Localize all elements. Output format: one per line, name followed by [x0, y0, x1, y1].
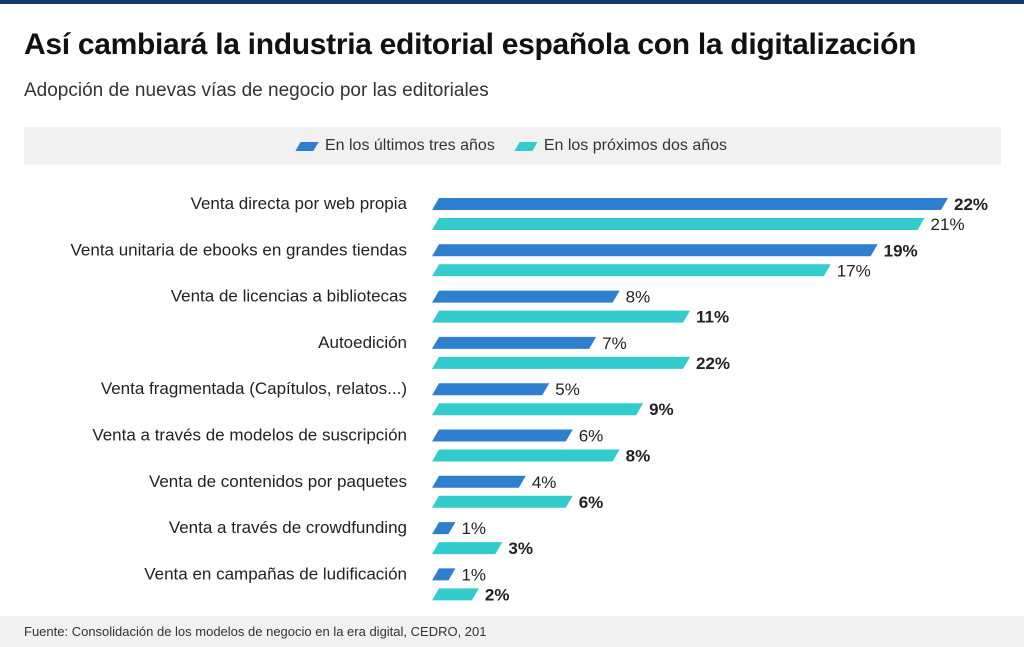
bar-future — [432, 218, 925, 230]
category-label: Venta unitaria de ebooks en grandes tien… — [71, 240, 407, 259]
value-label: 9% — [649, 400, 674, 419]
bar-future — [432, 588, 479, 601]
bar-past — [432, 522, 456, 535]
value-label: 21% — [931, 215, 965, 234]
value-label: 5% — [555, 380, 580, 399]
bar-future — [432, 356, 690, 369]
value-label: 11% — [696, 308, 729, 327]
value-label: 6% — [579, 493, 604, 512]
bar-future — [432, 264, 831, 277]
chart-title: Así cambiará la industria editorial espa… — [24, 28, 917, 61]
bar-future — [432, 449, 620, 462]
bar-past — [432, 336, 597, 349]
value-label: 2% — [485, 585, 510, 604]
bar-chart: Venta directa por web propia 22%21%Venta … — [71, 194, 989, 604]
category-label: Venta fragmentada (Capítulos, relatos...… — [101, 379, 407, 398]
bar-past — [432, 383, 550, 396]
category-label: Venta directa por web propia — [191, 194, 408, 213]
value-label: 1% — [461, 519, 486, 538]
bar-future — [432, 403, 644, 416]
value-label: 17% — [837, 261, 871, 280]
bar-future — [432, 495, 573, 508]
value-label: 19% — [884, 241, 918, 260]
category-label: Autoedición — [318, 333, 407, 352]
source-band: Fuente: Consolidación de los modelos de … — [0, 616, 1024, 647]
bar-future — [432, 542, 503, 555]
value-label: 8% — [626, 288, 651, 307]
value-label: 7% — [602, 334, 627, 353]
source-note: Fuente: Consolidación de los modelos de … — [24, 624, 487, 639]
category-label: Venta de contenidos por paquetes — [149, 472, 407, 491]
category-label: Venta a través de modelos de suscripción — [92, 426, 407, 445]
legend-item-future: En los próximos dos años — [514, 137, 728, 155]
category-label: Venta de licencias a bibliotecas — [171, 287, 407, 306]
value-label: 3% — [508, 539, 533, 558]
value-label: 8% — [626, 447, 651, 466]
value-label: 6% — [579, 427, 604, 446]
bar-past — [432, 568, 456, 581]
bar-past — [432, 198, 948, 210]
legend-label-past: En los últimos tres años — [324, 137, 495, 154]
category-label: Venta a través de crowdfunding — [169, 518, 407, 537]
top-accent-bar — [0, 0, 1024, 4]
bar-past — [432, 475, 526, 488]
bar-past — [432, 429, 573, 442]
bar-future — [432, 310, 690, 323]
value-label: 22% — [696, 354, 730, 373]
bar-past — [432, 244, 878, 257]
bar-past — [432, 290, 620, 303]
value-label: 4% — [532, 473, 557, 492]
category-label: Venta en campañas de ludificación — [144, 564, 407, 583]
legend-item-past: En los últimos tres años — [295, 137, 495, 155]
value-label: 22% — [954, 195, 988, 214]
chart-subtitle: Adopción de nuevas vías de negocio por l… — [24, 80, 489, 101]
value-label: 1% — [461, 565, 486, 584]
legend-swatch-past — [295, 141, 319, 151]
legend: En los últimos tres años En los próximos… — [24, 127, 1001, 165]
legend-label-future: En los próximos dos años — [543, 137, 728, 154]
legend-swatch-future — [514, 141, 538, 151]
